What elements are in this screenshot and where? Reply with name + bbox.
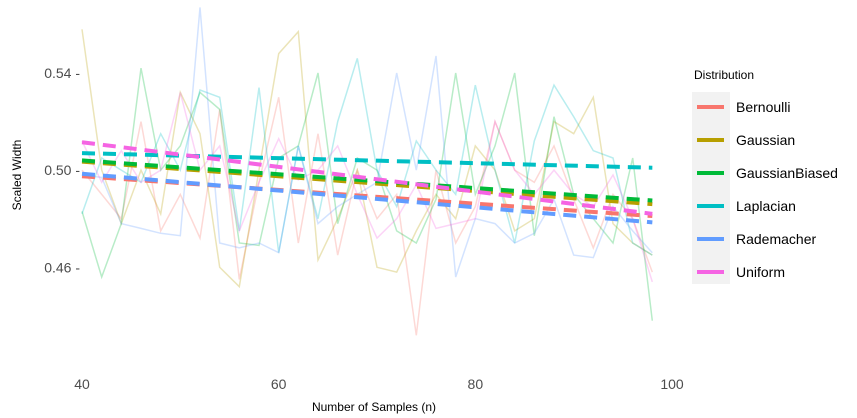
x-tick-label: 60 [271,376,287,392]
legend-label-laplacian: Laplacian [736,198,796,214]
trend-series-layer [81,140,653,225]
raw-line-rademacher [81,7,653,278]
legend-key-background [692,92,730,284]
y-axis-title: Scaled Width [10,140,24,211]
raw-line-laplacian [81,58,653,256]
raw-line-uniform [81,92,654,283]
legend: Distribution Bernoulli Gaussian GaussianBi… [692,68,838,284]
legend-label-gaussian: Gaussian [736,132,795,148]
legend-label-uniform: Uniform [736,264,785,280]
y-tick-label: 0.54 - [44,65,80,81]
y-tick-label: 0.46 - [44,259,80,275]
legend-label-bernoulli: Bernoulli [736,99,790,115]
legend-label-rademacher: Rademacher [736,231,816,247]
y-tick-label: 0.50 - [44,162,80,178]
x-tick-label: 40 [74,376,90,392]
trend-line-gaussianbiased [81,158,653,203]
axes: Number of Samples (n) Scaled Width 40 60 8… [10,65,684,414]
raw-series-layer [81,7,654,336]
trend-line-uniform [81,140,653,216]
x-tick-label: 100 [660,376,684,392]
trend-line-rademacher [81,171,653,225]
x-tick-label: 80 [468,376,484,392]
legend-label-gaussianbiased: GaussianBiased [736,165,838,181]
raw-line-gaussianbiased [81,67,654,321]
x-axis-title: Number of Samples (n) [312,400,436,414]
legend-title: Distribution [694,68,754,82]
raw-line-gaussian [81,29,653,289]
